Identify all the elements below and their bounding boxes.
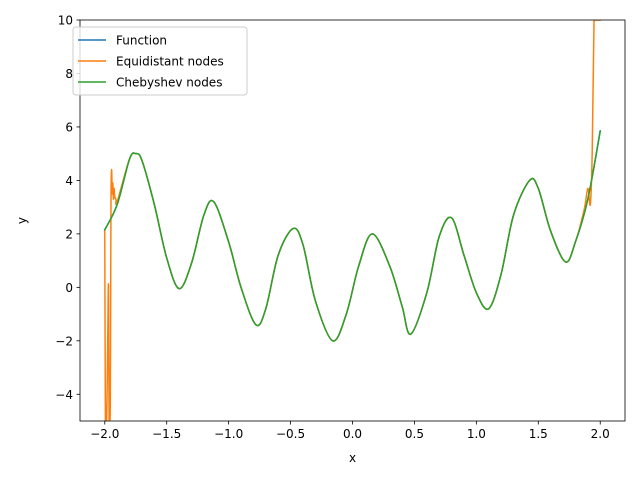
x-tick-label: −1.0 — [214, 427, 243, 441]
y-tick-label: −2 — [55, 334, 73, 348]
x-axis-label: x — [349, 451, 356, 465]
chebyshev-nodes-line — [103, 130, 602, 342]
legend: Function Equidistant nodes Chebyshev nodes — [72, 26, 248, 96]
y-tick-label: 2 — [65, 227, 73, 241]
x-tick-label: −0.5 — [276, 427, 305, 441]
y-tick-label: 8 — [65, 67, 73, 81]
legend-entry-equidistant: Equidistant nodes — [78, 55, 224, 69]
y-tick-label: 6 — [65, 120, 73, 134]
y-axis-ticks: −4 −2 0 2 4 6 8 10 — [55, 14, 80, 402]
x-axis-ticks: −2.0 −1.5 −1.0 −0.5 0.0 0.5 1.0 1.5 2.0 — [90, 421, 610, 441]
y-tick-label: 0 — [65, 281, 73, 295]
legend-label: Chebyshev nodes — [116, 76, 222, 90]
y-tick-label: 10 — [58, 14, 73, 28]
x-tick-label: 0.5 — [405, 427, 424, 441]
x-tick-label: −2.0 — [90, 427, 119, 441]
legend-label: Function — [116, 34, 167, 48]
y-axis-label: y — [15, 217, 29, 224]
x-tick-label: −1.5 — [152, 427, 181, 441]
series-layer — [103, 20, 602, 421]
x-tick-label: 2.0 — [591, 427, 610, 441]
x-tick-label: 1.0 — [467, 427, 486, 441]
y-tick-label: −4 — [55, 388, 73, 402]
plot-frame — [79, 19, 626, 422]
x-tick-label: 0.0 — [343, 427, 362, 441]
legend-entry-function: Function — [78, 34, 167, 48]
legend-label: Equidistant nodes — [116, 55, 224, 69]
x-tick-label: 1.5 — [529, 427, 548, 441]
legend-box — [72, 26, 248, 96]
legend-entry-chebyshev: Chebyshev nodes — [78, 76, 222, 90]
y-tick-label: 4 — [65, 174, 73, 188]
